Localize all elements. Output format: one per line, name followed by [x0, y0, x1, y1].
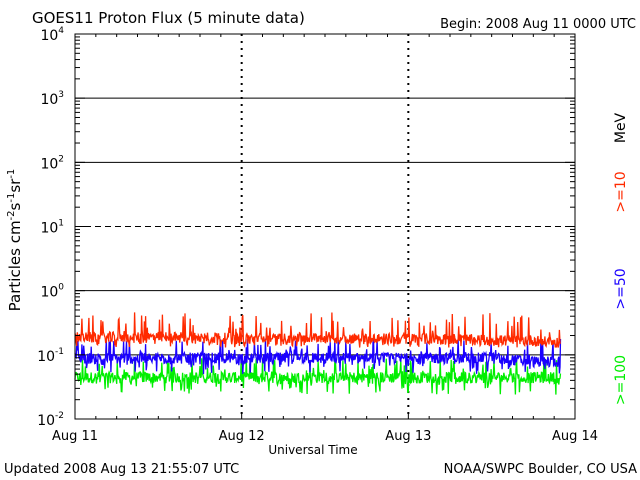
y-tick-label: 103 — [40, 90, 64, 108]
gridlines — [75, 97, 575, 356]
day-dividers — [240, 34, 410, 419]
x-tick-label: Aug 11 — [52, 429, 98, 444]
y-axis: 104 103 102 101 100 10-1 10-2 — [37, 26, 575, 429]
legend: MeV >=10 >=50 >=100 — [613, 112, 629, 405]
legend-item-ge10: >=10 — [613, 171, 629, 212]
y-tick-label: 100 — [40, 283, 64, 301]
y-tick-label: 101 — [40, 219, 64, 237]
y-tick-label: 10-2 — [37, 411, 64, 429]
legend-item-ge50-text: >=50 — [613, 268, 629, 309]
x-tick-label: Aug 13 — [385, 429, 431, 444]
svg-text:Particles cm-2s-1sr-1: Particles cm-2s-1sr-1 — [6, 169, 24, 312]
x-axis: Aug 11 Aug 12 Aug 13 Aug 14 — [52, 34, 598, 444]
x-tick-label: Aug 14 — [552, 429, 598, 444]
legend-units-label-text: MeV — [613, 112, 629, 143]
legend-units-label: MeV — [613, 112, 629, 143]
series-layer — [74, 312, 562, 395]
chart-title: GOES11 Proton Flux (5 minute data) — [32, 9, 305, 27]
legend-item-ge100-text: >=100 — [613, 355, 629, 405]
legend-item-ge50: >=50 — [613, 268, 629, 309]
legend-item-ge10-text: >=10 — [613, 171, 629, 212]
y-axis-label: Particles cm-2s-1sr-1 — [6, 169, 24, 312]
x-tick-label: Aug 12 — [219, 429, 265, 444]
x-axis-label: Universal Time — [268, 443, 357, 457]
y-tick-label: 10-1 — [37, 347, 64, 365]
legend-item-ge100: >=100 — [613, 355, 629, 405]
credit-label: NOAA/SWPC Boulder, CO USA — [444, 462, 637, 477]
series-line-ge50 — [74, 338, 562, 375]
series-line-ge100 — [74, 358, 562, 395]
series-line-ge10 — [74, 312, 562, 349]
updated-label: Updated 2008 Aug 13 21:55:07 UTC — [4, 462, 239, 477]
begin-time-label: Begin: 2008 Aug 11 0000 UTC — [440, 17, 636, 32]
y-tick-label: 102 — [40, 154, 64, 172]
y-tick-label: 104 — [40, 26, 64, 44]
